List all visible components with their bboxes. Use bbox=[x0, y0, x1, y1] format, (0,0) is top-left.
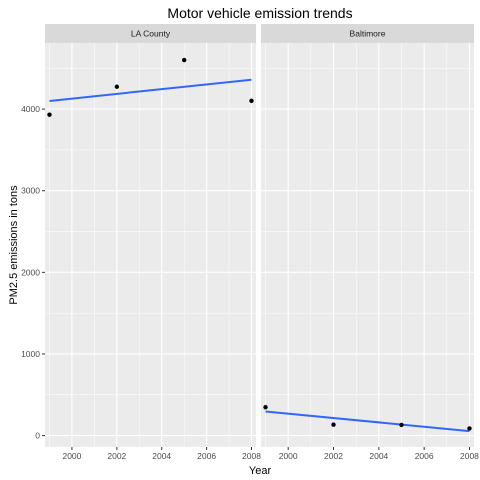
y-tick-label: 1000 bbox=[21, 349, 40, 359]
data-point bbox=[263, 405, 268, 410]
trend-line bbox=[265, 410, 470, 433]
facet-panel-1: Baltimore 2000 2002 2004 2006 2008 bbox=[261, 24, 479, 461]
trend-line bbox=[49, 78, 252, 102]
panel-background bbox=[45, 43, 256, 447]
y-tick-label: 4000 bbox=[21, 104, 40, 114]
x-tick-label: 2002 bbox=[107, 451, 126, 461]
x-tick-label: 2002 bbox=[324, 451, 343, 461]
facet-strip-label: LA County bbox=[131, 29, 171, 39]
data-point bbox=[399, 422, 404, 428]
facet-strip bbox=[45, 24, 256, 43]
x-tick-label: 2000 bbox=[62, 451, 81, 461]
panel-background bbox=[261, 43, 474, 447]
data-point bbox=[249, 98, 254, 104]
y-tick-label: 3000 bbox=[21, 186, 40, 196]
y-tick-label: 2000 bbox=[21, 267, 40, 277]
y-axis-label: PM2.5 emissions in tons bbox=[8, 185, 20, 305]
data-point bbox=[467, 426, 472, 431]
x-axis-label: Year bbox=[249, 465, 272, 477]
x-tick-label: 2008 bbox=[242, 451, 261, 461]
y-tick-label: 0 bbox=[35, 431, 40, 441]
x-tick-label: 2006 bbox=[197, 451, 216, 461]
x-tick-label: 2004 bbox=[369, 451, 388, 461]
data-point bbox=[114, 84, 120, 89]
facet-strip bbox=[261, 24, 474, 43]
facet-panels: LA County 2000 2002 2004 2006 2008 0 1000 2000 30… bbox=[21, 24, 479, 461]
chart-title: Motor vehicle emission trends bbox=[167, 5, 352, 21]
data-point bbox=[331, 422, 336, 427]
x-tick-label: 2008 bbox=[460, 451, 479, 461]
data-point bbox=[47, 112, 52, 117]
facet-panel-0: LA County 2000 2002 2004 2006 2008 0 1000 2000 30… bbox=[21, 24, 261, 461]
x-tick-label: 2006 bbox=[415, 451, 434, 461]
x-tick-label: 2000 bbox=[279, 451, 298, 461]
x-tick-label: 2004 bbox=[152, 451, 171, 461]
data-point bbox=[181, 57, 187, 63]
facet-strip-label: Baltimore bbox=[350, 29, 386, 39]
